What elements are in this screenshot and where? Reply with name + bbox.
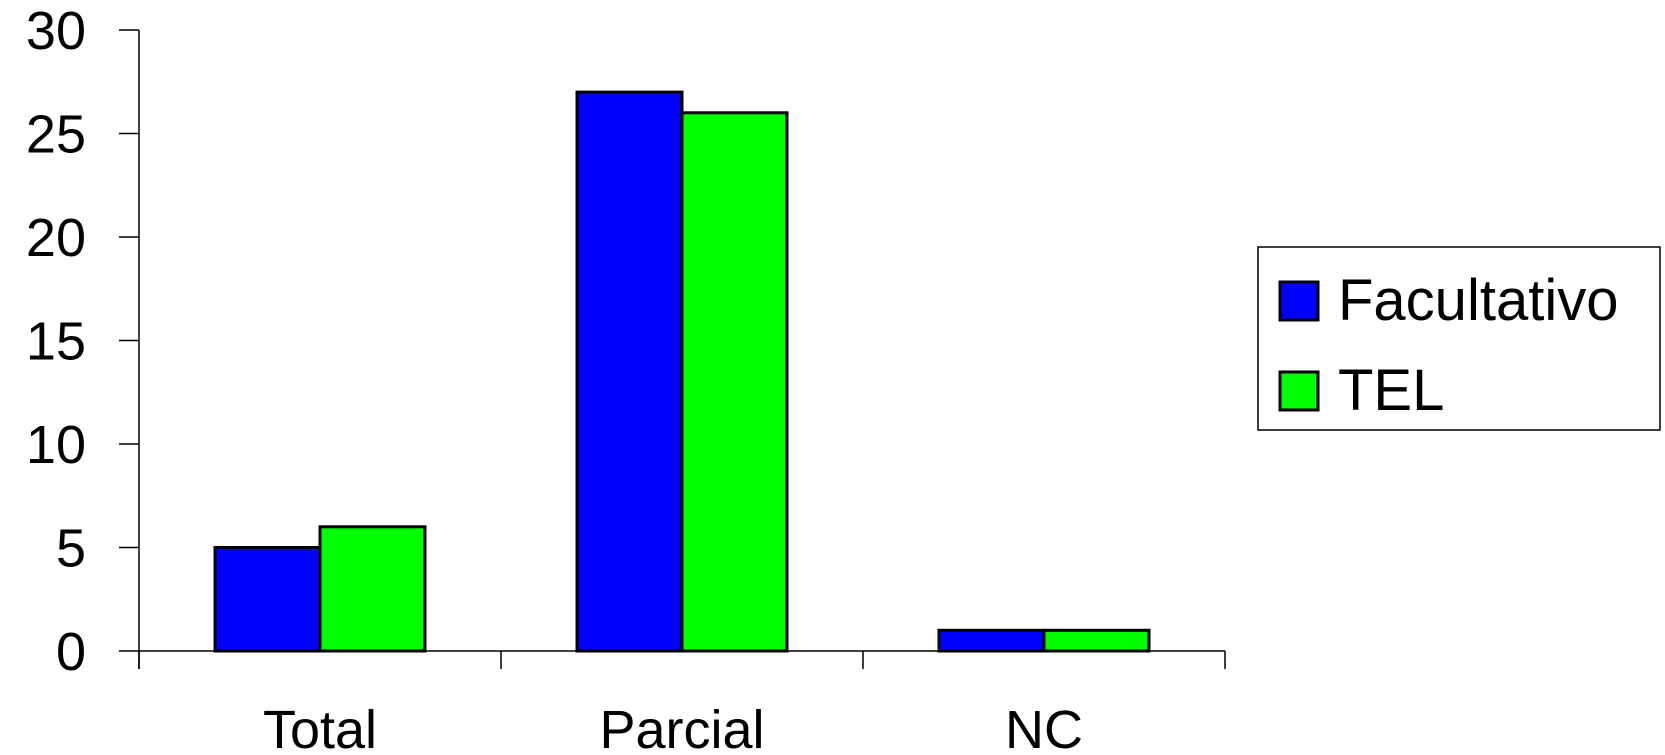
bar-tel-total (318, 525, 427, 653)
x-category-label: NC (1005, 700, 1083, 755)
y-tick-label: 20 (26, 208, 86, 268)
legend-label-facultativo: Facultativo (1338, 268, 1618, 333)
bar-facultativo-total (213, 546, 322, 653)
bar-tel-parcial (680, 111, 789, 653)
legend-swatch-facultativo (1278, 280, 1320, 322)
bar-facultativo-parcial (575, 90, 684, 653)
y-tick-label: 10 (26, 415, 86, 475)
bar-tel-nc (1042, 628, 1151, 653)
chart-bars (213, 90, 1151, 653)
y-tick-label: 25 (26, 105, 86, 165)
y-axis-ticks: 0 5 10 15 20 25 30 (26, 1, 139, 682)
legend-swatch-tel (1278, 370, 1320, 412)
y-tick-label: 0 (56, 622, 86, 682)
y-tick-label: 30 (26, 1, 86, 61)
x-category-label: Total (263, 700, 377, 755)
bar-facultativo-nc (937, 628, 1046, 653)
y-tick-label: 15 (26, 312, 86, 372)
x-category-label: Parcial (599, 700, 764, 755)
legend-label-tel: TEL (1338, 358, 1444, 423)
legend-frame (1257, 246, 1661, 431)
x-axis-categories: Total Parcial NC (138, 651, 1226, 755)
chart-legend: Facultativo TEL (1257, 246, 1661, 431)
y-tick-label: 5 (56, 519, 86, 579)
